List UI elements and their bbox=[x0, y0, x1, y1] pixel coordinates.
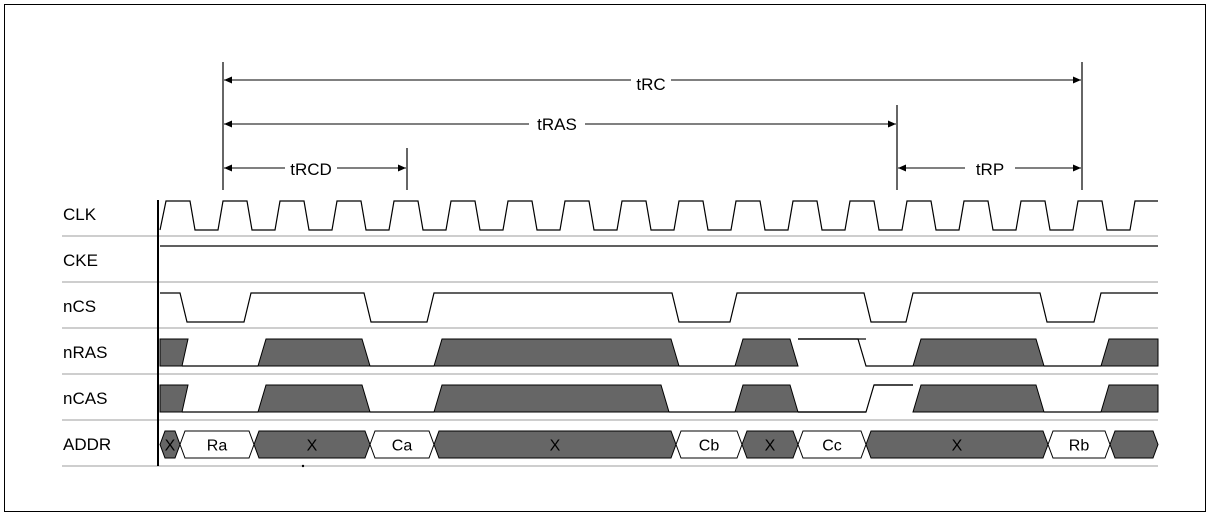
addr-cell bbox=[1109, 430, 1159, 459]
nras-waveform bbox=[159, 338, 1159, 367]
arrow-head bbox=[398, 164, 406, 172]
addr-cell-label: X bbox=[765, 438, 776, 455]
bus-block bbox=[257, 338, 371, 367]
label-gap bbox=[285, 165, 337, 171]
bus-block bbox=[734, 338, 799, 367]
arrow-head bbox=[224, 120, 232, 128]
label-gap bbox=[965, 165, 1015, 171]
bus-block bbox=[433, 338, 680, 367]
addr-cell-label: Ra bbox=[207, 438, 228, 455]
signal-label-clk: CLK bbox=[63, 205, 97, 224]
timing-markers bbox=[222, 62, 1083, 190]
addr-cell-label: X bbox=[307, 438, 318, 455]
diagram-frame bbox=[4, 4, 1206, 512]
arrow-head bbox=[224, 76, 232, 84]
nras-level-line bbox=[798, 338, 913, 367]
addr-cell-label: Rb bbox=[1069, 438, 1090, 455]
signal-label-ncs: nCS bbox=[63, 297, 96, 316]
bus-block bbox=[912, 338, 1045, 367]
timing-label-trcd: tRCD bbox=[290, 160, 332, 179]
arrow-head bbox=[898, 164, 906, 172]
addr-cell-label: X bbox=[165, 438, 176, 455]
ncas-waveform bbox=[159, 384, 1159, 413]
addr-cell-label: Cb bbox=[699, 438, 720, 455]
timing-label-trp: tRP bbox=[976, 160, 1004, 179]
timing-label-tras: tRAS bbox=[537, 115, 577, 134]
arrow-head bbox=[888, 120, 896, 128]
addr-waveform: X Ra X Ca X Cb X Cc X Rb bbox=[159, 430, 1159, 459]
bus-block bbox=[159, 384, 189, 413]
signal-labels: CLK CKE nCS nRAS nCAS ADDR bbox=[63, 205, 111, 454]
clk-waveform bbox=[159, 200, 1158, 231]
arrow-head bbox=[224, 164, 232, 172]
bus-block bbox=[1100, 338, 1159, 367]
label-gap bbox=[631, 77, 671, 83]
arrow-head bbox=[1073, 164, 1081, 172]
bus-block bbox=[734, 384, 799, 413]
signal-label-ncas: nCAS bbox=[63, 389, 107, 408]
row-separators bbox=[62, 235, 1158, 467]
stray-dot bbox=[301, 464, 305, 468]
arrow-head bbox=[1073, 76, 1081, 84]
label-gap bbox=[529, 121, 585, 127]
signal-label-cke: CKE bbox=[63, 251, 98, 270]
bus-block bbox=[257, 384, 371, 413]
bus-block bbox=[159, 338, 189, 367]
addr-cell-label: Cc bbox=[822, 438, 842, 455]
signal-label-nras: nRAS bbox=[63, 343, 107, 362]
bus-block bbox=[1100, 384, 1159, 413]
bus-block bbox=[433, 384, 670, 413]
ncas-level-line bbox=[798, 384, 913, 413]
signal-label-addr: ADDR bbox=[63, 435, 111, 454]
ncs-waveform bbox=[160, 292, 1158, 323]
addr-cell-label: X bbox=[550, 438, 561, 455]
addr-cell-label: X bbox=[952, 438, 963, 455]
bus-block bbox=[912, 384, 1045, 413]
timing-label-trc: tRC bbox=[636, 75, 665, 94]
addr-cell-label: Ca bbox=[392, 438, 413, 455]
